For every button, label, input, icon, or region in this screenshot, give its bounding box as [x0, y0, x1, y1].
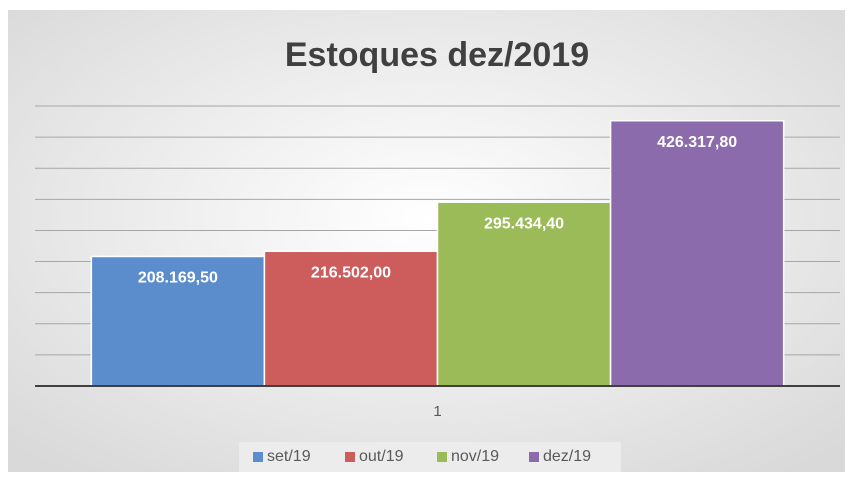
bar [609, 119, 785, 387]
data-label: 295.434,40 [484, 215, 564, 232]
legend-swatch [437, 452, 447, 462]
bar [263, 250, 439, 387]
chart-title: Estoques dez/2019 [285, 36, 589, 74]
legend-box [239, 442, 621, 472]
x-tick-label: 1 [433, 403, 441, 420]
legend-swatch [345, 452, 355, 462]
bar [90, 255, 266, 387]
bar [436, 201, 612, 387]
legend-swatch [253, 452, 263, 462]
legend-label: dez/19 [543, 448, 591, 465]
legend-label: nov/19 [451, 448, 499, 465]
data-label: 208.169,50 [138, 270, 218, 287]
legend-label: out/19 [359, 448, 404, 465]
data-label: 426.317,80 [657, 134, 737, 151]
legend-swatch [529, 452, 539, 462]
data-label: 216.502,00 [311, 265, 391, 282]
legend-label: set/19 [267, 448, 311, 465]
